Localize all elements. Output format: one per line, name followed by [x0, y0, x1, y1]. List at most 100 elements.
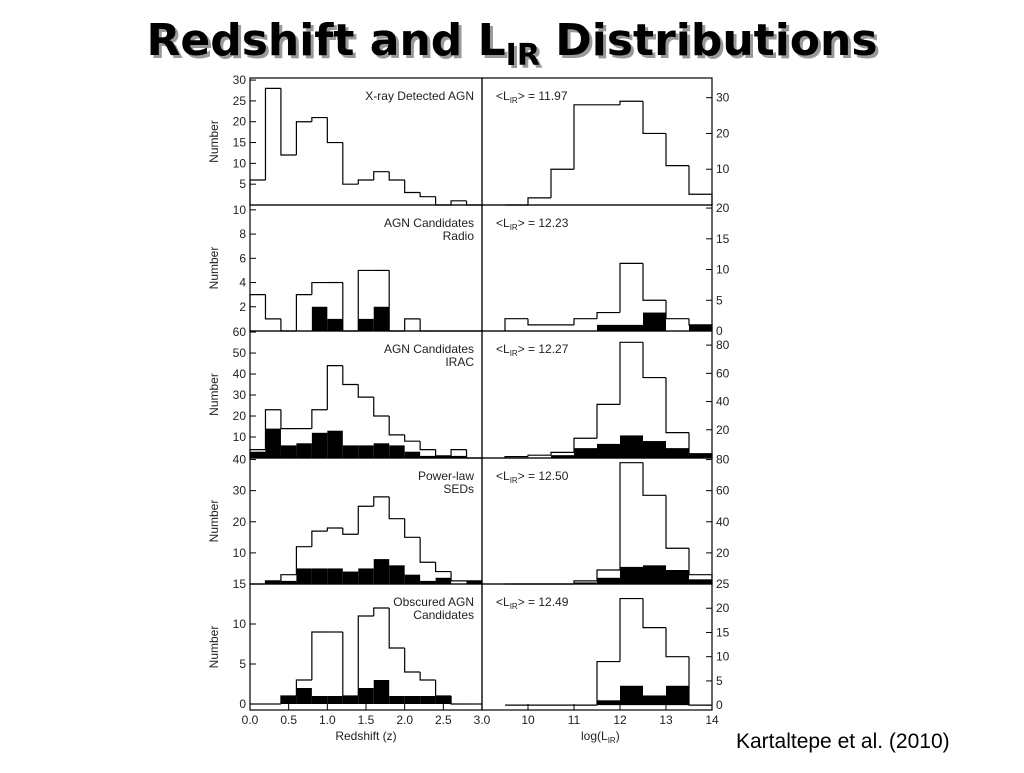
y-tick-label: 10: [233, 546, 247, 560]
histogram-step: [435, 449, 452, 457]
filled-bar: [389, 696, 405, 704]
x-tick-label: 0.5: [280, 713, 297, 727]
histogram-step: [688, 656, 712, 706]
histogram-step: [419, 672, 436, 681]
histogram-step: [264, 87, 281, 181]
histogram-step: [573, 437, 597, 453]
filled-bar: [620, 435, 643, 458]
mean-label: <LIR> = 12.50: [496, 469, 569, 485]
mean-label-suffix: > = 12.50: [518, 469, 569, 483]
y-tick-label: 80: [716, 338, 730, 352]
y-tick-label: 8: [239, 227, 246, 241]
filled-bar: [597, 577, 620, 584]
filled-bar: [466, 580, 482, 584]
filled-bar: [643, 441, 666, 458]
y-tick-label: 20: [716, 423, 730, 437]
filled-bar: [689, 453, 712, 458]
filled-bar: [280, 445, 297, 458]
filled-bar: [373, 306, 390, 331]
histogram-step: [373, 496, 390, 507]
histogram-step: [450, 200, 467, 205]
filled-bar: [404, 574, 421, 584]
x-tick-label: 12: [613, 713, 627, 727]
title-sub: IR: [506, 38, 540, 73]
histogram-step: [404, 434, 421, 442]
y-tick-label: 20: [233, 409, 247, 423]
histogram-step: [388, 416, 405, 436]
histogram-step: [619, 262, 643, 313]
filled-bar: [342, 571, 359, 584]
filled-bar: [327, 430, 343, 458]
mean-label: <LIR> = 11.97: [496, 89, 568, 105]
filled-bar: [342, 445, 359, 458]
x-tick-label: 0.0: [242, 713, 259, 727]
histogram-step: [642, 598, 666, 629]
filled-bar: [327, 568, 343, 584]
filled-bar: [435, 455, 452, 458]
histogram-step: [642, 342, 666, 379]
histogram-step: [404, 180, 421, 194]
histogram-step: [573, 104, 597, 170]
histogram-step: [527, 318, 551, 326]
histogram-step: [435, 680, 452, 697]
histogram-step: [357, 269, 374, 331]
y-tick-label: 6: [239, 251, 246, 265]
x-tick-label: 2.5: [435, 713, 452, 727]
y-tick-label: 60: [716, 484, 730, 498]
mean-label-prefix: <L: [496, 595, 510, 609]
panel-annotation: Radio: [443, 229, 475, 243]
mean-label-sub: IR: [510, 96, 518, 105]
filled-bar: [358, 318, 374, 331]
filled-bar: [574, 582, 597, 584]
filled-bar: [643, 695, 666, 706]
histogram-step: [619, 462, 643, 570]
filled-bar: [250, 451, 266, 458]
filled-bar: [373, 680, 390, 704]
histogram-step: [342, 632, 359, 697]
y-tick-label: 15: [233, 577, 247, 591]
x-axis-label-suffix: ): [616, 729, 620, 743]
y-tick-label: 10: [233, 156, 247, 170]
histogram-step: [419, 537, 436, 563]
title-shadow: Redshift and LIR Distributions: [149, 18, 880, 76]
filled-bar: [280, 696, 297, 704]
histogram-step: [264, 294, 281, 320]
histogram-step: [311, 409, 328, 429]
mean-label: <LIR> = 12.27: [496, 342, 569, 358]
y-tick-label: 0: [716, 698, 723, 712]
filled-bar: [373, 559, 390, 584]
panel-annotation: Power-law: [418, 469, 474, 483]
filled-bar: [597, 700, 620, 706]
filled-bar: [389, 445, 405, 458]
source: Kartaltepe et al. (2010): [736, 730, 950, 753]
y-tick-label: 40: [233, 367, 247, 381]
histogram-step: [404, 648, 421, 673]
filled-bar: [265, 428, 281, 458]
y-tick-label: 2: [239, 300, 246, 314]
filled-bar: [620, 566, 643, 584]
histogram-step: [450, 449, 467, 456]
histogram-step: [388, 496, 405, 520]
histogram-step: [326, 527, 343, 532]
y-tick-label: 60: [716, 366, 730, 380]
filled-bar: [342, 696, 359, 704]
mean-label-prefix: <L: [496, 216, 510, 230]
histogram-step: [357, 615, 374, 696]
filled-bar: [373, 443, 390, 458]
y-tick-label: 5: [239, 177, 246, 191]
histogram-step: [342, 365, 359, 386]
y-tick-label: 10: [716, 263, 730, 277]
x-axis-label: log(LIR): [581, 729, 620, 745]
y-tick-label: 25: [716, 577, 730, 591]
y-axis-label: Number: [207, 626, 221, 669]
title-main: Redshift and L: [146, 15, 505, 66]
histogram-step: [264, 580, 281, 584]
mean-label: <LIR> = 12.49: [496, 595, 569, 611]
histogram-step: [311, 530, 328, 547]
histogram-step: [596, 311, 620, 319]
panel-annotation: AGN Candidates: [384, 342, 474, 356]
filled-bar: [551, 455, 574, 458]
filled-bar: [435, 577, 452, 584]
